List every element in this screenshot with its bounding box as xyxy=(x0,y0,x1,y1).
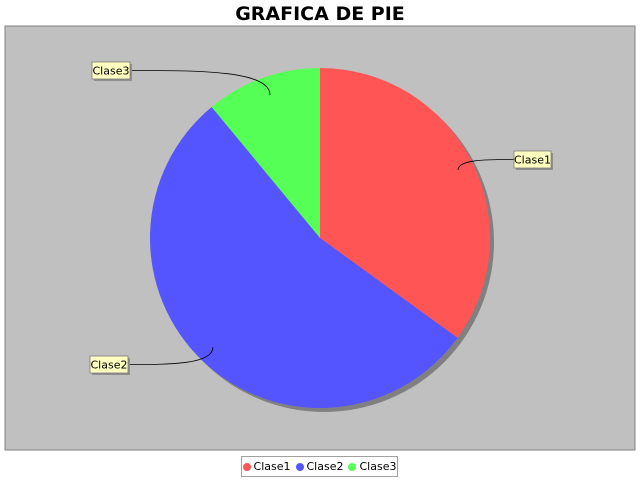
legend-swatch-clase2 xyxy=(295,462,304,471)
pie-label-box-clase1 xyxy=(513,150,552,169)
pie-label-clase1: Clase1 xyxy=(457,150,553,171)
legend-label-clase2: Clase2 xyxy=(306,460,344,473)
legend-item-clase3: Clase3 xyxy=(348,460,396,473)
pie-label-box-clase3 xyxy=(91,61,131,80)
pie-label-leader-clase1 xyxy=(457,159,515,171)
pie-slice-clase3 xyxy=(211,68,320,238)
pie-label-box-clase2 xyxy=(89,355,129,374)
pie-label-clase2: Clase2 xyxy=(89,346,214,375)
pie-label-text-clase1: Clase1 xyxy=(514,154,551,167)
chart-title: GRAFICA DE PIE xyxy=(235,3,405,25)
pie-slice-clase1 xyxy=(320,68,490,338)
pie-label-text-clase2: Clase2 xyxy=(91,359,128,372)
legend-item-clase1: Clase1 xyxy=(242,460,291,473)
legend-swatch-clase1 xyxy=(242,462,251,471)
pie-slice-clase2 xyxy=(150,107,458,408)
legend-label-clase3: Clase3 xyxy=(359,460,397,473)
pie-slices xyxy=(150,68,490,408)
pie-label-leader-clase2 xyxy=(127,346,214,365)
legend-item-clase2: Clase2 xyxy=(295,460,344,473)
pie-label-clase3: Clase3 xyxy=(91,61,271,96)
pie-label-text-clase3: Clase3 xyxy=(93,65,130,78)
legend-label-clase1: Clase1 xyxy=(253,460,291,473)
pie-label-leader-clase3 xyxy=(129,70,271,96)
pie-labels: Clase1 Clase2 Clase3 xyxy=(89,61,553,375)
legend-swatch-clase3 xyxy=(348,462,357,471)
legend: Clase1 Clase2 Clase3 xyxy=(241,456,398,477)
